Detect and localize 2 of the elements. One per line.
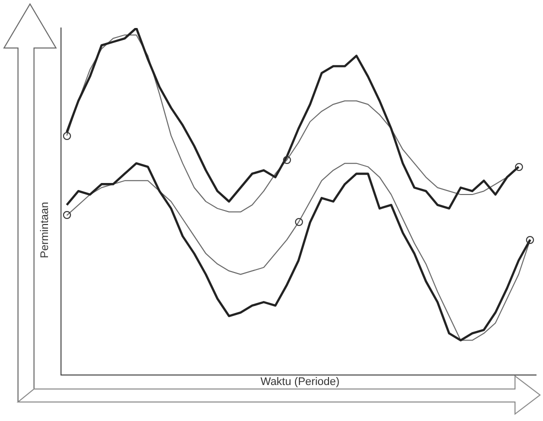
- y-axis-title: Permintaan: [39, 202, 51, 258]
- x-axis-title: Waktu (Periode): [260, 376, 340, 388]
